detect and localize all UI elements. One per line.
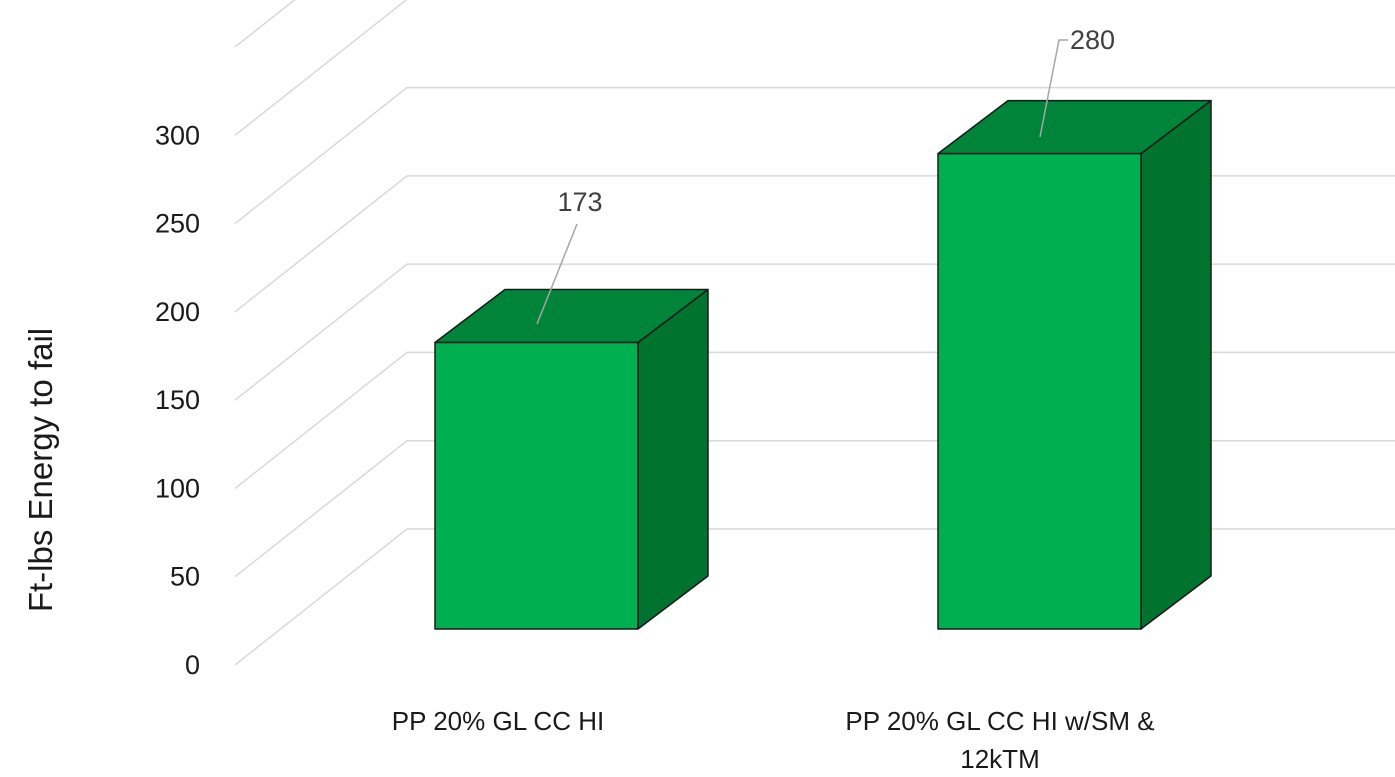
y-axis-title: Ft-lbs Energy to fail bbox=[22, 328, 59, 612]
gridline bbox=[234, 175, 1395, 313]
gridline bbox=[234, 439, 1395, 578]
bar-side bbox=[1140, 99, 1212, 630]
bar-front bbox=[434, 341, 639, 630]
y-axis-ticks: 0 50 100 150 200 250 300 bbox=[155, 120, 200, 680]
gridlines bbox=[234, 0, 1395, 666]
y-tick-label: 200 bbox=[155, 297, 200, 327]
gridline bbox=[234, 86, 1395, 225]
y-tick-label: 0 bbox=[185, 650, 200, 680]
data-label-leader bbox=[1039, 39, 1068, 138]
gridline bbox=[234, 263, 1395, 401]
gridline bbox=[234, 0, 1395, 136]
y-tick-label: 100 bbox=[155, 473, 200, 503]
y-tick-label: 150 bbox=[155, 385, 200, 415]
bar-side bbox=[637, 288, 709, 630]
y-tick-label: 300 bbox=[155, 120, 200, 150]
bar: 173 bbox=[434, 187, 709, 630]
gridline bbox=[234, 0, 296, 48]
y-tick-label: 250 bbox=[155, 209, 200, 239]
gridline bbox=[234, 351, 1395, 490]
x-category-label: PP 20% GL CC HI bbox=[392, 706, 604, 736]
bar-front bbox=[937, 152, 1142, 630]
data-label: 173 bbox=[557, 187, 602, 217]
x-category-label: PP 20% GL CC HI w/SM & 12kTM bbox=[845, 706, 1154, 774]
x-axis-categories: PP 20% GL CC HI PP 20% GL CC HI w/SM & 12k… bbox=[392, 706, 1155, 774]
bars: 173 280 bbox=[434, 25, 1212, 630]
data-label: 280 bbox=[1070, 25, 1115, 55]
gridline bbox=[234, 528, 1395, 666]
y-tick-label: 50 bbox=[170, 562, 200, 592]
data-label-leader bbox=[536, 223, 578, 325]
bar: 280 bbox=[937, 25, 1212, 630]
